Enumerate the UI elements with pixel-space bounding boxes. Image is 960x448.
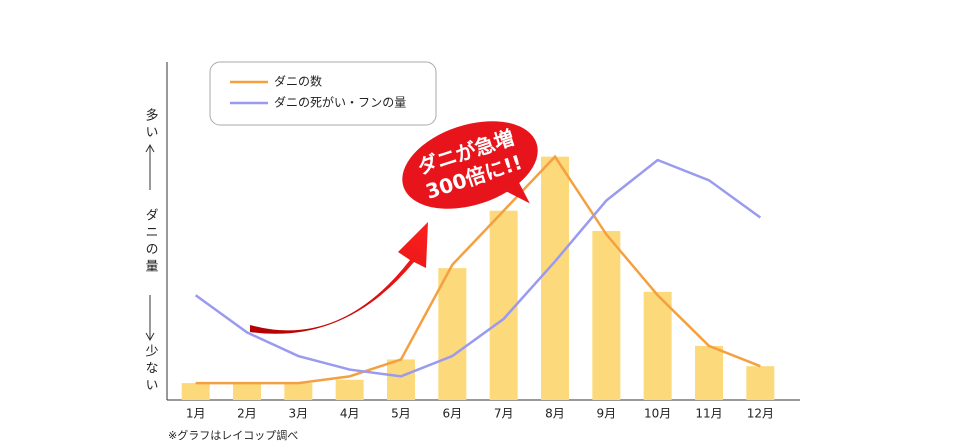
bar (489, 210, 518, 400)
x-tick-label: 11月 (695, 407, 722, 421)
x-tick-label: 8月 (545, 407, 565, 421)
bar (643, 291, 672, 400)
arrow-down-head (145, 332, 155, 342)
legend-label: ダニの死がい・フンの量 (274, 95, 406, 110)
y-label-bottom: 少ない (143, 344, 159, 395)
x-tick-label: 5月 (391, 407, 411, 421)
x-tick-label: 3月 (289, 407, 309, 421)
x-tick-label: 2月 (237, 407, 257, 421)
arrow-up-head (145, 143, 155, 153)
x-tick-label: 10月 (644, 407, 671, 421)
bar (541, 156, 569, 400)
x-tick-label: 6月 (443, 407, 463, 421)
bar (438, 268, 467, 400)
legend-label: ダニの数 (274, 74, 322, 89)
x-tick-label: 4月 (340, 407, 360, 421)
bar (233, 383, 261, 400)
x-tick-label: 12月 (747, 407, 774, 421)
x-tick-label: 9月 (597, 407, 617, 421)
bar (592, 231, 621, 400)
x-tick-label: 7月 (494, 407, 514, 421)
callout-tail (498, 176, 530, 204)
y-label-top: 多い (143, 107, 159, 142)
line-series (194, 158, 762, 378)
footnote: ※グラフはレイコップ調べ (168, 428, 298, 442)
bar (181, 383, 210, 400)
bar (284, 383, 313, 400)
bar (387, 359, 415, 400)
bar (746, 366, 775, 400)
bar (695, 345, 723, 400)
legend-box (209, 61, 437, 126)
rise-arrow (250, 222, 428, 334)
y-label-middle: ダニの量 (143, 208, 159, 276)
x-tick-label: 1月 (186, 407, 206, 421)
bar (335, 379, 364, 400)
line-series (195, 154, 761, 385)
